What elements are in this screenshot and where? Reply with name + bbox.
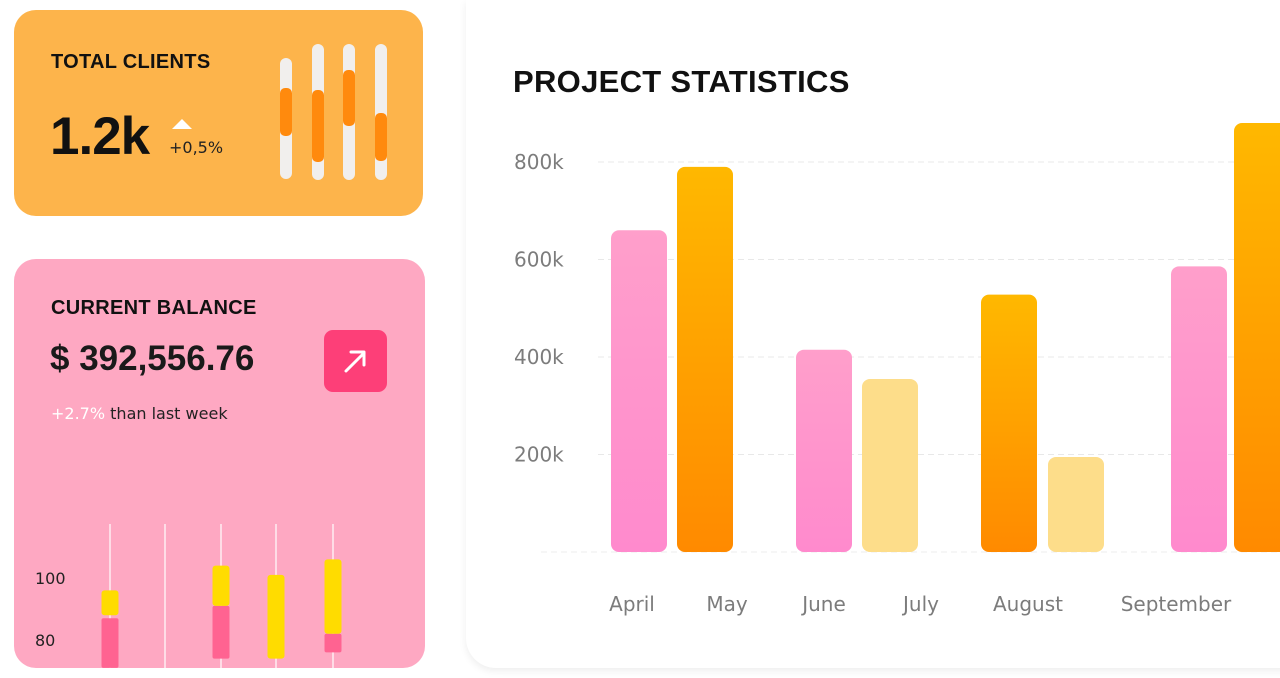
candle-y-tick: 80 [35, 631, 55, 650]
mini-bar-fill [375, 113, 387, 161]
mini-bar-fill [343, 70, 355, 126]
total-clients-value: 1.2k [50, 107, 150, 166]
total-clients-card: TOTAL CLIENTS 1.2k +0,5% [14, 10, 423, 216]
mini-bar-track [375, 44, 387, 180]
y-axis-tick-label: 400k [514, 345, 564, 369]
mini-bar-track [343, 44, 355, 180]
x-axis-tick-label: May [706, 592, 748, 616]
chart-bar[interactable] [1048, 456, 1104, 552]
chart-bar[interactable] [862, 378, 918, 552]
current-balance-title: CURRENT BALANCE [51, 297, 257, 319]
chart-bar[interactable] [677, 166, 733, 552]
candle-body [101, 590, 119, 616]
chart-bar[interactable] [1171, 266, 1227, 552]
y-axis-tick-label: 200k [514, 443, 564, 467]
mini-bar-fill [312, 90, 324, 162]
balance-change-percent: +2.7% [51, 404, 106, 423]
balance-candlestick-chart: 100 80 [35, 524, 342, 668]
project-statistics-card: PROJECT STATISTICS 200k 400k 600k 800k April… [466, 0, 1280, 668]
total-clients-change: +0,5% [169, 138, 224, 157]
x-axis-tick-label: August [993, 592, 1063, 616]
x-axis-tick-label: September [1121, 592, 1232, 616]
y-axis-tick-label: 800k [514, 150, 564, 174]
project-statistics-title: PROJECT STATISTICS [513, 64, 850, 99]
chart-bar[interactable] [1234, 123, 1280, 552]
x-axis-tick-label: June [800, 592, 846, 616]
x-axis-tick-label: July [901, 592, 939, 616]
candle-y-tick: 100 [35, 569, 66, 588]
mini-bar-track [312, 44, 324, 180]
candle-body [101, 618, 119, 668]
current-balance-value: $ 392,556.76 [50, 339, 255, 378]
candle-body [212, 565, 230, 606]
chart-bar[interactable] [796, 349, 852, 552]
chart-bar[interactable] [611, 230, 667, 552]
balance-details-button[interactable] [324, 330, 387, 392]
chart-bar[interactable] [981, 294, 1037, 552]
arrow-up-right-icon [344, 350, 366, 373]
project-statistics-chart: 200k 400k 600k 800k April May June July August Se… [514, 123, 1280, 616]
total-clients-title: TOTAL CLIENTS [51, 51, 211, 73]
mini-bar-fill [280, 88, 292, 136]
candle-body [324, 633, 342, 653]
candle-body [324, 559, 342, 634]
x-axis-tick-label: April [609, 592, 655, 616]
trend-up-icon [172, 119, 192, 129]
mini-bar-track [280, 58, 292, 179]
current-balance-card: CURRENT BALANCE $ 392,556.76 +2.7% than … [14, 259, 425, 668]
balance-change: +2.7% than last week [51, 404, 228, 423]
candle-body [212, 605, 230, 659]
candle-body [267, 574, 285, 659]
y-axis-tick-label: 600k [514, 248, 564, 272]
balance-change-text: than last week [105, 404, 228, 423]
